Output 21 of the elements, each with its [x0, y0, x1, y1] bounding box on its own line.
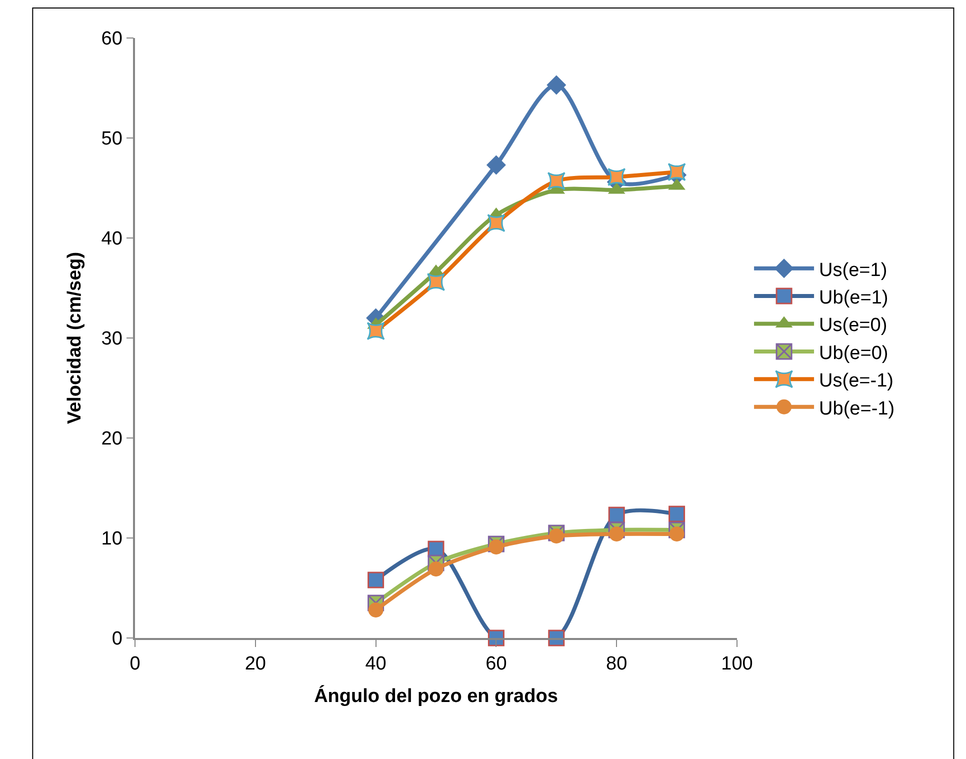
y-tick-label: 40: [101, 228, 122, 250]
y-tick-label: 20: [101, 428, 122, 450]
y-axis-title: Velocidad (cm/seg): [64, 252, 86, 424]
x-axis-title: Ángulo del pozo en grados: [314, 684, 558, 707]
x-tick-label: 40: [365, 654, 386, 675]
legend-label: Us(e=1): [819, 260, 888, 281]
y-tick-label: 30: [101, 328, 122, 350]
legend-label: Us(e=-1): [819, 370, 894, 392]
y-tick-label: 10: [101, 528, 122, 550]
legend-label: Ub(e=0): [819, 342, 888, 364]
y-tick-label: 50: [101, 128, 122, 150]
legend-label: Ub(e=-1): [819, 398, 895, 420]
x-tick-label: 60: [486, 654, 507, 675]
legend-label: Us(e=0): [819, 315, 888, 336]
y-tick-label: 0: [112, 628, 122, 650]
x-tick-label: 0: [130, 654, 140, 675]
y-tick-label: 60: [101, 28, 122, 50]
x-tick-label: 100: [721, 654, 753, 675]
x-tick-label: 20: [244, 654, 266, 675]
legend-label: Ub(e=1): [819, 287, 888, 308]
x-tick-label: 80: [606, 654, 628, 675]
